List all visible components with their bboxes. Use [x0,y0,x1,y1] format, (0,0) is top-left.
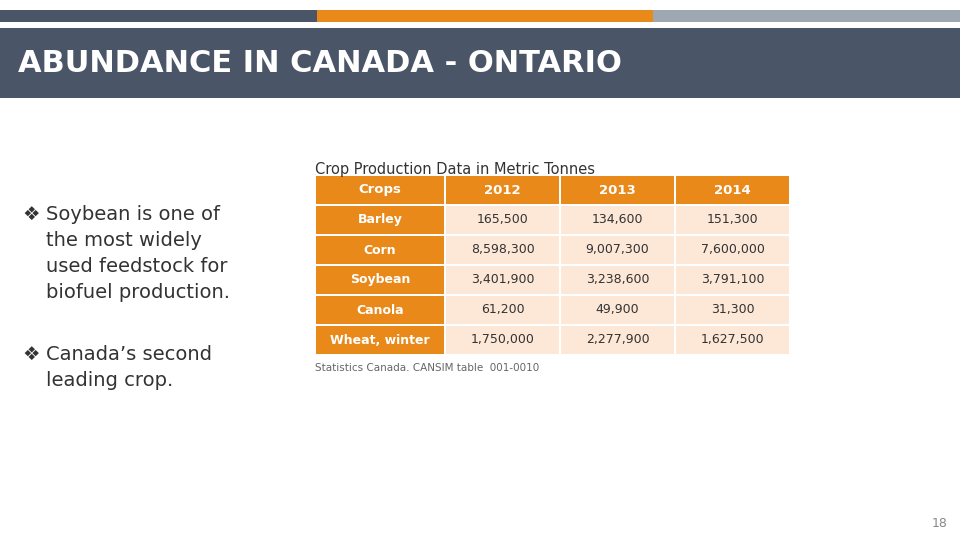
Bar [676,236,789,264]
Text: Wheat, winter: Wheat, winter [330,334,430,347]
Bar [653,10,960,22]
Text: 31,300: 31,300 [710,303,755,316]
Text: 3,791,100: 3,791,100 [701,273,764,287]
Text: Barley: Barley [357,213,402,226]
Text: 9,007,300: 9,007,300 [586,244,649,256]
Text: ❖: ❖ [22,205,39,224]
Text: leading crop.: leading crop. [46,371,173,390]
Bar [446,236,559,264]
Text: the most widely: the most widely [46,231,202,250]
Text: 1,627,500: 1,627,500 [701,334,764,347]
Bar [446,296,559,324]
Text: Statistics Canada. CANSIM table  001-0010: Statistics Canada. CANSIM table 001-0010 [315,363,540,373]
Text: Soybean is one of: Soybean is one of [46,205,220,224]
Text: 1,750,000: 1,750,000 [470,334,535,347]
Bar [316,236,444,264]
Bar [316,296,444,324]
Text: 2,277,900: 2,277,900 [586,334,649,347]
Text: used feedstock for: used feedstock for [46,257,228,276]
Text: 61,200: 61,200 [481,303,524,316]
Bar [561,206,674,234]
Text: 7,600,000: 7,600,000 [701,244,764,256]
Bar [676,266,789,294]
Bar [316,206,444,234]
Text: Crops: Crops [359,184,401,197]
Text: 165,500: 165,500 [476,213,528,226]
Bar [676,176,789,204]
Text: 3,238,600: 3,238,600 [586,273,649,287]
Bar [561,236,674,264]
Text: 18: 18 [932,517,948,530]
Text: 49,900: 49,900 [596,303,639,316]
Bar [676,296,789,324]
Text: Soybean: Soybean [349,273,410,287]
Bar [561,176,674,204]
Bar [561,266,674,294]
Text: 3,401,900: 3,401,900 [470,273,535,287]
Text: ABUNDANCE IN CANADA - ONTARIO: ABUNDANCE IN CANADA - ONTARIO [18,49,622,78]
Text: 134,600: 134,600 [591,213,643,226]
Bar [316,176,444,204]
Bar [676,326,789,354]
Bar [0,28,960,98]
Text: Corn: Corn [364,244,396,256]
Text: biofuel production.: biofuel production. [46,283,230,302]
Text: 151,300: 151,300 [707,213,758,226]
Text: Canada’s second: Canada’s second [46,345,212,364]
Text: 2012: 2012 [484,184,521,197]
Bar [0,10,317,22]
Text: 8,598,300: 8,598,300 [470,244,535,256]
Bar [446,266,559,294]
Bar [561,296,674,324]
Bar [316,266,444,294]
Bar [317,10,653,22]
Text: 2014: 2014 [714,184,751,197]
Text: ❖: ❖ [22,345,39,364]
Text: 2013: 2013 [599,184,636,197]
Text: Canola: Canola [356,303,404,316]
Text: Crop Production Data in Metric Tonnes: Crop Production Data in Metric Tonnes [315,162,595,177]
Bar [561,326,674,354]
Bar [316,326,444,354]
Bar [446,206,559,234]
Bar [676,206,789,234]
Bar [446,326,559,354]
Bar [446,176,559,204]
